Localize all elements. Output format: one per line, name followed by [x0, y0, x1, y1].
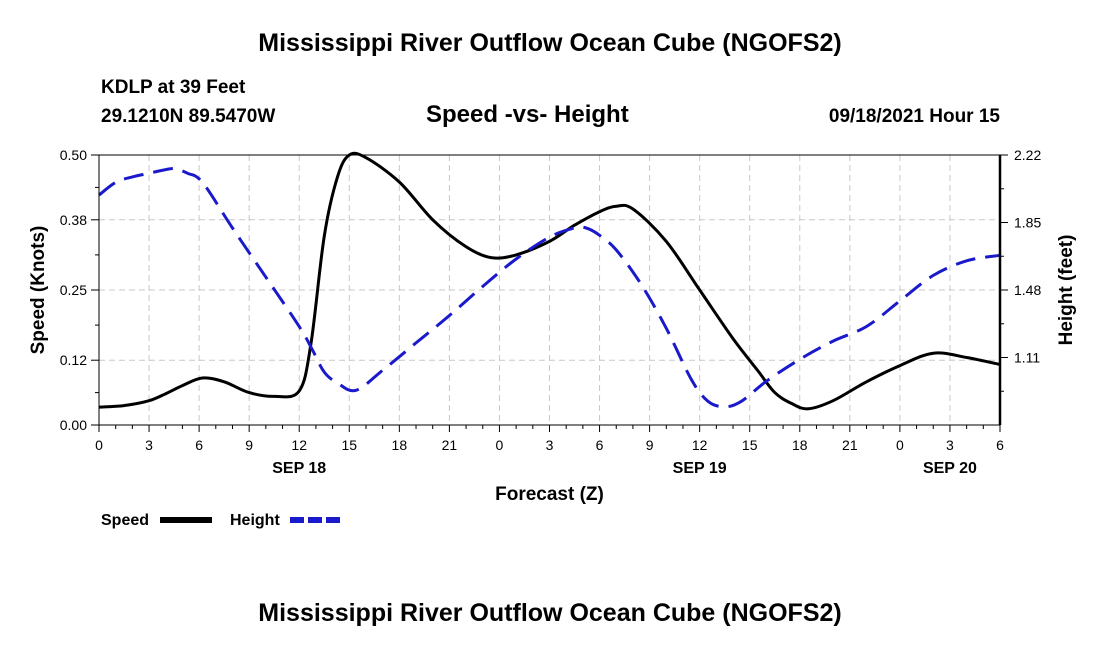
x-tick-label: 0	[496, 437, 504, 453]
y-axis-title: Speed (Knots)	[28, 226, 49, 355]
x-tick-label: 18	[392, 437, 408, 453]
x-tick-label: 21	[842, 437, 858, 453]
x-tick-label: 6	[996, 437, 1004, 453]
x-tick-label: 12	[692, 437, 708, 453]
station-coordinates: 29.1210N 89.5470W	[101, 106, 276, 127]
x-tick-label: 6	[596, 437, 604, 453]
legend-height-label: Height	[230, 512, 280, 529]
y-tick-label: 0.50	[60, 147, 87, 163]
footer-title: Mississippi River Outflow Ocean Cube (NG…	[258, 599, 842, 627]
y2-axis-title: Height (feet)	[1056, 235, 1077, 346]
y2-tick-label: 1.85	[1014, 215, 1041, 231]
date-label: SEP 18	[272, 460, 326, 477]
series-layer	[98, 151, 1001, 411]
x-tick-label: 15	[742, 437, 758, 453]
x-tick-label: 9	[646, 437, 654, 453]
y-tick-label: 0.38	[60, 212, 87, 228]
x-tick-label: 15	[341, 437, 357, 453]
page-title: Mississippi River Outflow Ocean Cube (NG…	[258, 29, 842, 57]
x-tick-label: 3	[946, 437, 954, 453]
date-label: SEP 20	[923, 460, 977, 477]
x-axis-title: Forecast (Z)	[495, 484, 604, 505]
forecast-datetime: 09/18/2021 Hour 15	[828, 106, 1000, 127]
y-tick-label: 0.00	[60, 417, 87, 433]
x-tick-label: 0	[896, 437, 904, 453]
y-tick-label: 0.12	[60, 352, 87, 368]
chart-title: Speed -vs- Height	[426, 101, 629, 128]
y2-tick-label: 1.48	[1014, 282, 1041, 298]
date-label: SEP 19	[673, 460, 727, 477]
x-tick-label: 3	[546, 437, 554, 453]
y2-tick-label: 1.11	[1014, 350, 1040, 366]
x-tick-label: 18	[792, 437, 808, 453]
legend: Speed Height	[101, 512, 342, 529]
x-tick-label: 6	[195, 437, 203, 453]
legend-speed-label: Speed	[101, 512, 149, 529]
x-tick-label: 12	[291, 437, 307, 453]
x-tick-label: 0	[95, 437, 103, 453]
x-tick-label: 9	[245, 437, 253, 453]
y-tick-label: 0.25	[60, 282, 87, 298]
speed-series-line	[98, 151, 1001, 411]
x-tick-label: 3	[145, 437, 153, 453]
height-series-line	[98, 166, 1001, 409]
station-label: KDLP at 39 Feet	[101, 77, 246, 98]
y2-tick-label: 2.22	[1014, 147, 1041, 163]
axes: 0 3 6 9 12 15 18 21 0 3 6 9 12 15 18 21 0 3 6 SEP 18 SEP 19 S…	[28, 147, 1077, 505]
x-tick-label: 21	[442, 437, 458, 453]
